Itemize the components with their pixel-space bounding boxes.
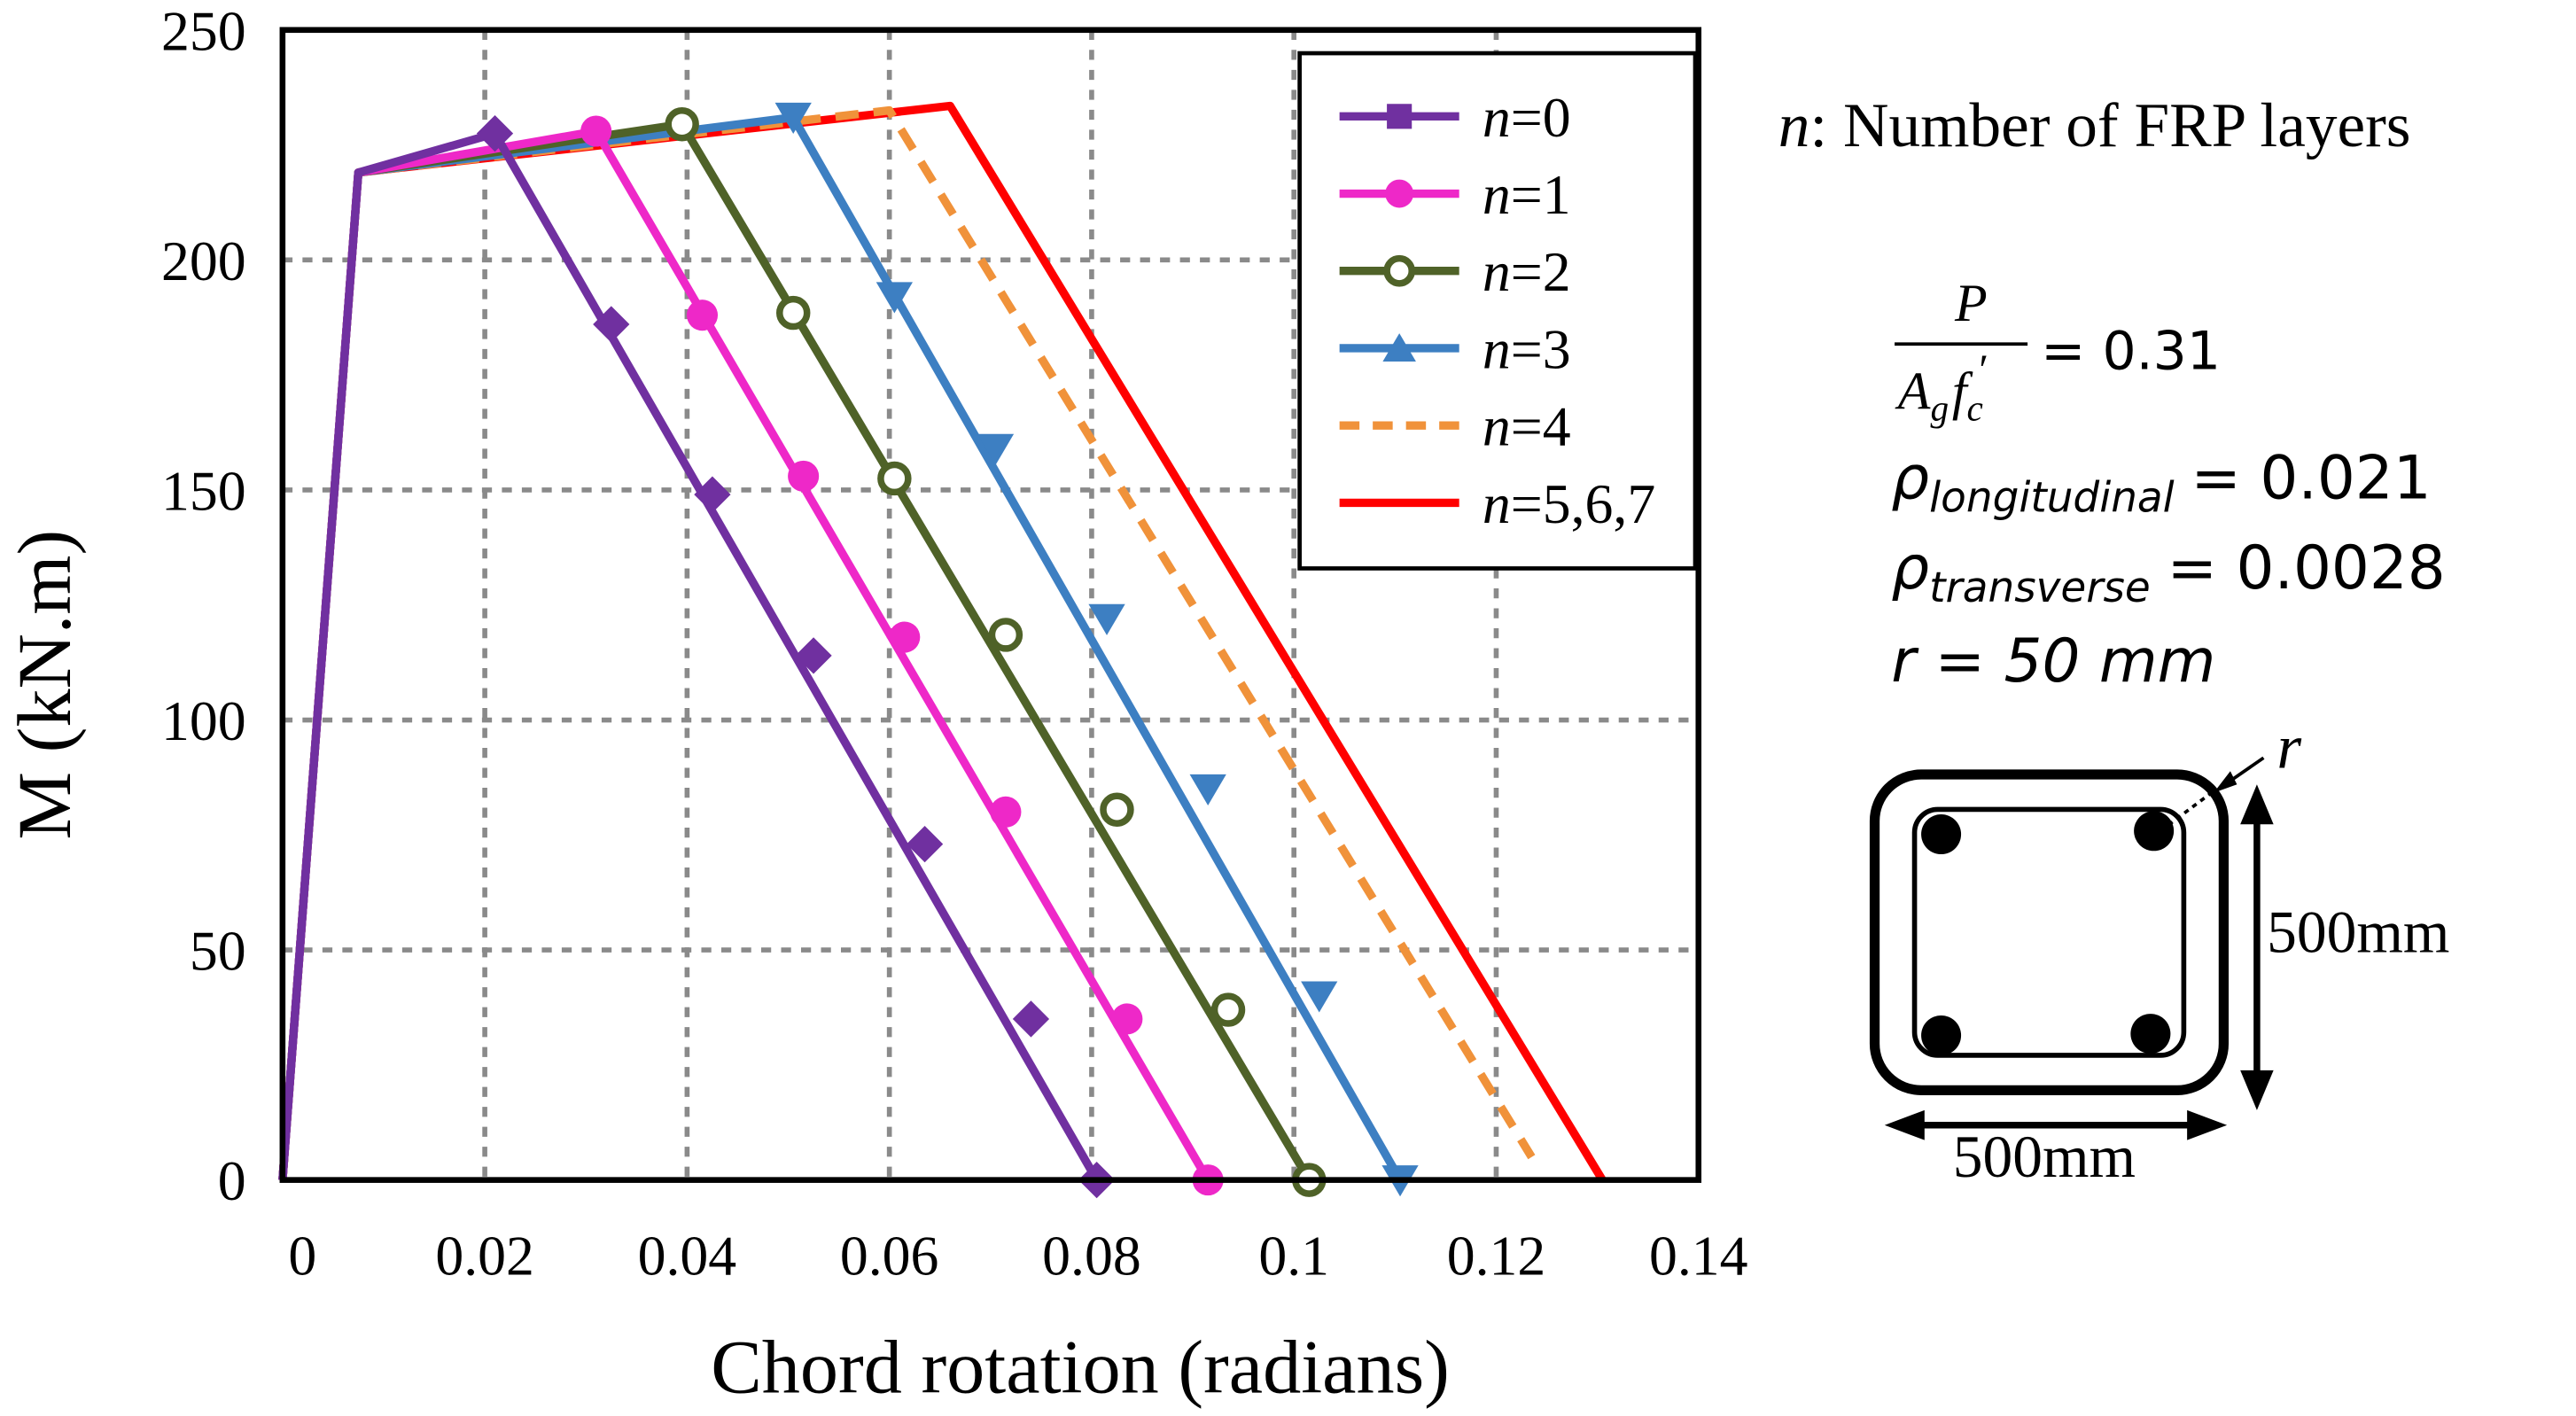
series-layer [278, 101, 1607, 1199]
cross-section-diagram: r 500mm 500mm [1869, 712, 2449, 1190]
data-point [795, 637, 832, 674]
rebar [1921, 1015, 1962, 1055]
data-point [1385, 179, 1414, 208]
x-axis-title: Chord rotation (radians) [711, 1325, 1450, 1410]
data-point [877, 461, 912, 496]
height-arrow-top [2240, 784, 2274, 825]
data-point [1301, 981, 1338, 1013]
y-tick-label: 50 [190, 920, 246, 983]
x-tick-label: 0.04 [638, 1225, 737, 1288]
rho-transverse: ρtransverse = 0.0028 [1891, 533, 2445, 612]
x-tick-label: 0.02 [435, 1225, 534, 1288]
data-point [774, 102, 812, 135]
data-point [1111, 1003, 1143, 1035]
y-tick-label: 0 [218, 1149, 246, 1212]
data-point [788, 460, 820, 492]
legend: n=0 n=1 n=2 n=3 n=4 n=5,6,7 [1297, 51, 1698, 571]
y-tick-label: 200 [161, 230, 246, 292]
data-point [1387, 104, 1413, 129]
y-tick-label: 100 [161, 689, 246, 752]
legend-item: n=5,6,7 [1339, 472, 1655, 535]
legend-label: n=4 [1483, 395, 1571, 458]
axial-load-ratio: P Ag fc′ = 0.31 [1895, 274, 2221, 429]
legend-item: n=0 [1339, 86, 1571, 149]
legend-item: n=3 [1339, 317, 1571, 380]
radius-label: r [2276, 712, 2301, 782]
data-point [977, 433, 1015, 465]
height-label: 500mm [2267, 899, 2449, 966]
data-point [889, 621, 921, 653]
data-point [665, 107, 699, 142]
data-point [1383, 254, 1415, 287]
legend-label: n=5,6,7 [1483, 472, 1655, 535]
legend-item: n=1 [1339, 163, 1571, 226]
y-axis-title: M (kN.m) [2, 530, 87, 840]
rho-longitudinal: ρlongitudinal = 0.021 [1891, 443, 2431, 523]
legend-label: n=1 [1483, 163, 1571, 226]
y-tick-label: 250 [161, 0, 246, 62]
legend-label: n=0 [1483, 86, 1571, 149]
width-arrow-left [1884, 1109, 1925, 1140]
data-point [906, 826, 944, 863]
plot-area: 0 0.02 0.04 0.06 0.08 0.1 0.12 0.14 0 50 100 150 200… [161, 0, 1748, 1288]
data-point [686, 300, 719, 331]
data-point [1210, 992, 1246, 1027]
width-arrow-right [2187, 1109, 2228, 1140]
series-line [278, 127, 1212, 1182]
annotations: n: Number of FRP layers P Ag fc′ = 0.31 ρ… [1778, 90, 2450, 1190]
legend-item: n=2 [1339, 240, 1571, 303]
plot-frame [279, 27, 1702, 1183]
frp-layers-note: n: Number of FRP layers [1778, 90, 2411, 160]
ratio-value: = 0.31 [2041, 320, 2221, 382]
data-point [1189, 774, 1226, 805]
x-tick-label: 0.06 [840, 1225, 939, 1288]
ratio-numerator: P [1954, 274, 1988, 332]
height-arrow-bottom [2240, 1070, 2274, 1110]
data-point [990, 796, 1022, 828]
radius-arrowhead [2214, 771, 2237, 793]
data-point [580, 115, 612, 147]
data-point [988, 618, 1023, 652]
series-n-3 [278, 102, 1419, 1197]
x-tick-label: 0.14 [1649, 1225, 1748, 1288]
radius-leader-dotted [2160, 790, 2215, 833]
corner-radius-value: r = 50 mm [1891, 626, 2215, 696]
data-point [1382, 333, 1416, 362]
x-tick-label: 0.12 [1447, 1225, 1546, 1288]
rebar [2130, 1014, 2171, 1054]
data-point [1100, 792, 1134, 827]
series-line [278, 128, 1101, 1182]
series-n-1 [278, 115, 1224, 1196]
data-point [1012, 1000, 1050, 1038]
x-tick-label: 0 [288, 1225, 316, 1288]
width-label: 500mm [1953, 1124, 2136, 1190]
rebar [2134, 811, 2175, 852]
data-point [876, 282, 913, 314]
stirrup-outline [1911, 806, 2187, 1058]
ratio-denominator: Ag fc′ [1895, 346, 1988, 428]
data-point [775, 295, 811, 331]
y-tick-label: 150 [161, 459, 246, 522]
data-point [1088, 603, 1125, 635]
x-tick-label: 0.08 [1042, 1225, 1141, 1288]
x-tick-label: 0.1 [1258, 1225, 1329, 1288]
section-outline [1869, 769, 2230, 1095]
legend-label: n=2 [1483, 240, 1571, 303]
frp-layers-text: : Number of FRP layers [1809, 90, 2410, 160]
legend-box [1297, 51, 1698, 571]
n-variable: n [1778, 90, 1810, 160]
tick-labels: 0 0.02 0.04 0.06 0.08 0.1 0.12 0.14 0 50 100 150 200… [161, 0, 1748, 1288]
legend-item: n=4 [1339, 395, 1571, 458]
legend-label: n=3 [1483, 317, 1571, 380]
rebar [1921, 814, 1962, 855]
data-point [694, 476, 731, 513]
